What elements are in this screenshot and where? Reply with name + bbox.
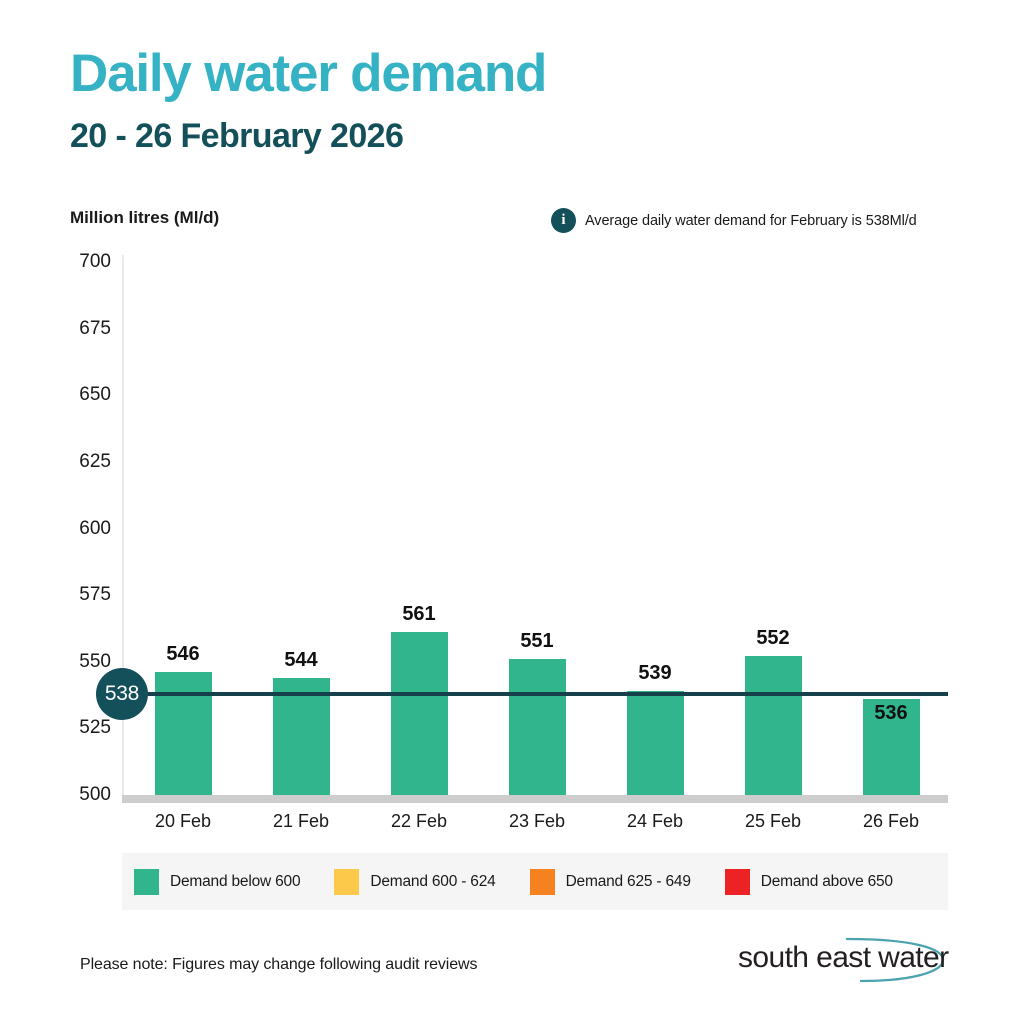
average-reference-line	[122, 691, 948, 696]
footer-note: Please note: Figures may change followin…	[80, 956, 478, 973]
gridline	[122, 262, 124, 795]
south-east-water-logo: south east water	[735, 936, 950, 984]
bar-value-label: 536	[874, 701, 908, 724]
logo-wordmark: south east water	[738, 941, 949, 974]
x-axis-tick-label: 21 Feb	[272, 811, 330, 831]
y-axis-tick-label: 550	[79, 650, 111, 672]
bar-value-label: 561	[402, 603, 436, 626]
bar[interactable]	[272, 677, 330, 795]
bar-value-label: 546	[166, 643, 200, 666]
y-axis-tick-label: 600	[79, 517, 111, 539]
x-axis-tick-label: 25 Feb	[744, 811, 802, 831]
legend-item[interactable]: Demand above 650	[724, 868, 893, 895]
average-value-badge: 538	[96, 667, 148, 720]
x-axis-tick-label: 22 Feb	[390, 811, 448, 831]
bars-layer: 546 544 561 551 539 552 536	[122, 255, 948, 803]
y-axis-tick-label: 625	[79, 450, 111, 472]
bar-value-label: 539	[638, 662, 672, 685]
legend-swatch	[334, 868, 360, 895]
legend-label: Demand below 600	[170, 872, 301, 890]
y-axis-title: Million litres (Ml/d)	[70, 208, 220, 227]
x-axis-tick-label: 20 Feb	[154, 811, 212, 831]
logo-swoosh-icon	[845, 937, 945, 983]
bar[interactable]	[508, 659, 566, 795]
x-axis-tick-label: 24 Feb	[626, 811, 684, 831]
legend-label: Demand 625 - 649	[565, 872, 691, 890]
legend-swatch	[529, 868, 555, 895]
page-title: Daily water demand	[70, 44, 547, 103]
bar-value-label: 552	[756, 627, 790, 650]
x-axis-tick-label: 26 Feb	[862, 811, 920, 831]
legend-label: Demand 600 - 624	[370, 872, 496, 890]
bar[interactable]	[390, 632, 448, 795]
info-circle-icon: i	[551, 208, 576, 233]
y-axis-tick-label: 525	[79, 717, 111, 739]
chart-plot-area: 500 525 550 575 600 625 650 675 700 546 544 561 551…	[79, 251, 948, 831]
info-note: i Average daily water demand for Februar…	[551, 208, 917, 233]
bar-value-label: 551	[520, 630, 554, 653]
y-axis-tick-label: 700	[79, 251, 111, 272]
legend-item[interactable]: Demand below 600	[134, 868, 301, 895]
legend-swatch	[134, 868, 159, 895]
legend-item[interactable]: Demand 600 - 624	[334, 868, 496, 895]
y-axis-tick-label: 575	[79, 584, 111, 606]
bar[interactable]	[862, 699, 920, 795]
legend-label: Demand above 650	[760, 872, 893, 890]
bar-value-label: 544	[284, 648, 318, 671]
bar[interactable]	[626, 691, 684, 795]
page-subtitle: 20 - 26 February 2026	[70, 117, 404, 155]
info-note-text: Average daily water demand for February …	[585, 212, 917, 229]
legend-item[interactable]: Demand 625 - 649	[529, 868, 691, 895]
bar[interactable]	[744, 656, 802, 795]
chart-legend: Demand below 600 Demand 600 - 624 Demand 6…	[122, 853, 948, 910]
y-axis-tick-label: 650	[79, 384, 111, 406]
legend-swatch	[724, 868, 750, 895]
y-axis-tick-label: 500	[79, 784, 111, 805]
y-axis-tick-label: 675	[79, 317, 111, 339]
x-axis-tick-label: 23 Feb	[508, 811, 566, 831]
x-axis-baseline	[122, 795, 948, 803]
